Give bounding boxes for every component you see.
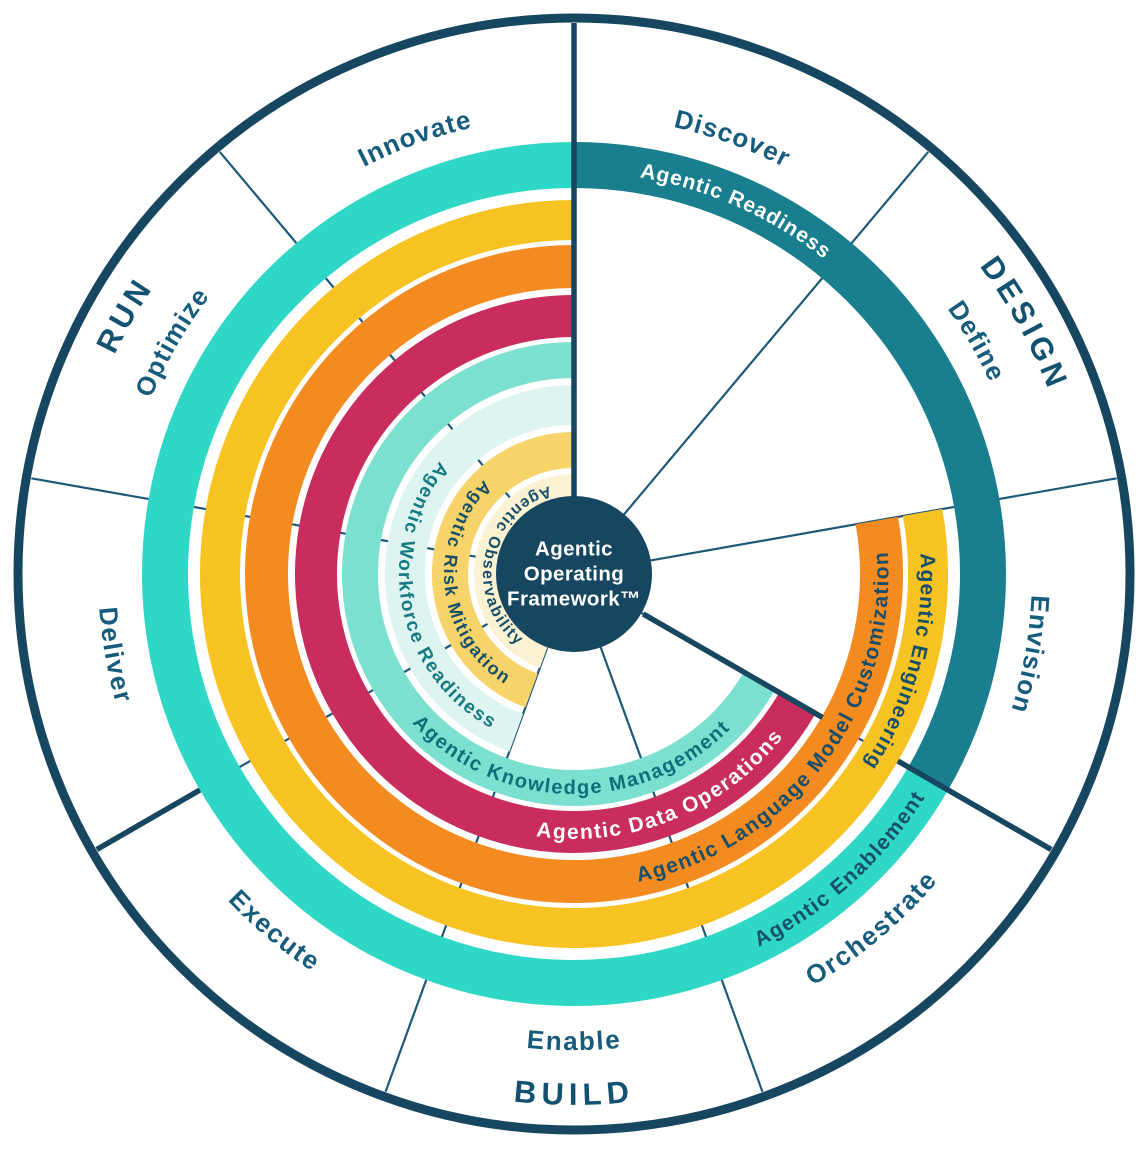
ring-arc-agentic-language-model-customization (245, 245, 903, 903)
ring-arc-agentic-enablement (142, 142, 949, 1006)
ring-arc-agentic-observability (474, 474, 575, 668)
ring-arc-agentic-readiness (573, 142, 1006, 790)
segment-label-enable: Enable (526, 1024, 623, 1056)
phase-divider-lines (95, 23, 1053, 852)
center-title-line: Agentic (535, 538, 613, 561)
phase-divider-line (896, 758, 1053, 852)
segment-divider-line (618, 151, 930, 522)
capability-rings (142, 142, 1006, 1006)
ring-arc-agentic-workforce-readiness (385, 385, 575, 752)
center-title-line: Operating (524, 563, 624, 586)
center-title-line: Framework™ (507, 588, 641, 611)
center-circle (496, 496, 652, 652)
outer-border-circle (13, 13, 1135, 1135)
ring-arc-agentic-data-operations (295, 295, 816, 853)
ring-arc-agentic-engineering (200, 200, 948, 948)
phase-divider-line (95, 787, 202, 852)
phase-label-build-text: BUILD (513, 1073, 631, 1111)
ring-arc-agentic-risk-mitigation (432, 432, 575, 708)
segment-label-enable-text: Enable (526, 1024, 621, 1056)
phase-divider-line (641, 611, 824, 720)
ring-arc-agentic-knowledge-management (342, 342, 775, 806)
phase-label-build: BUILD (513, 1073, 636, 1111)
